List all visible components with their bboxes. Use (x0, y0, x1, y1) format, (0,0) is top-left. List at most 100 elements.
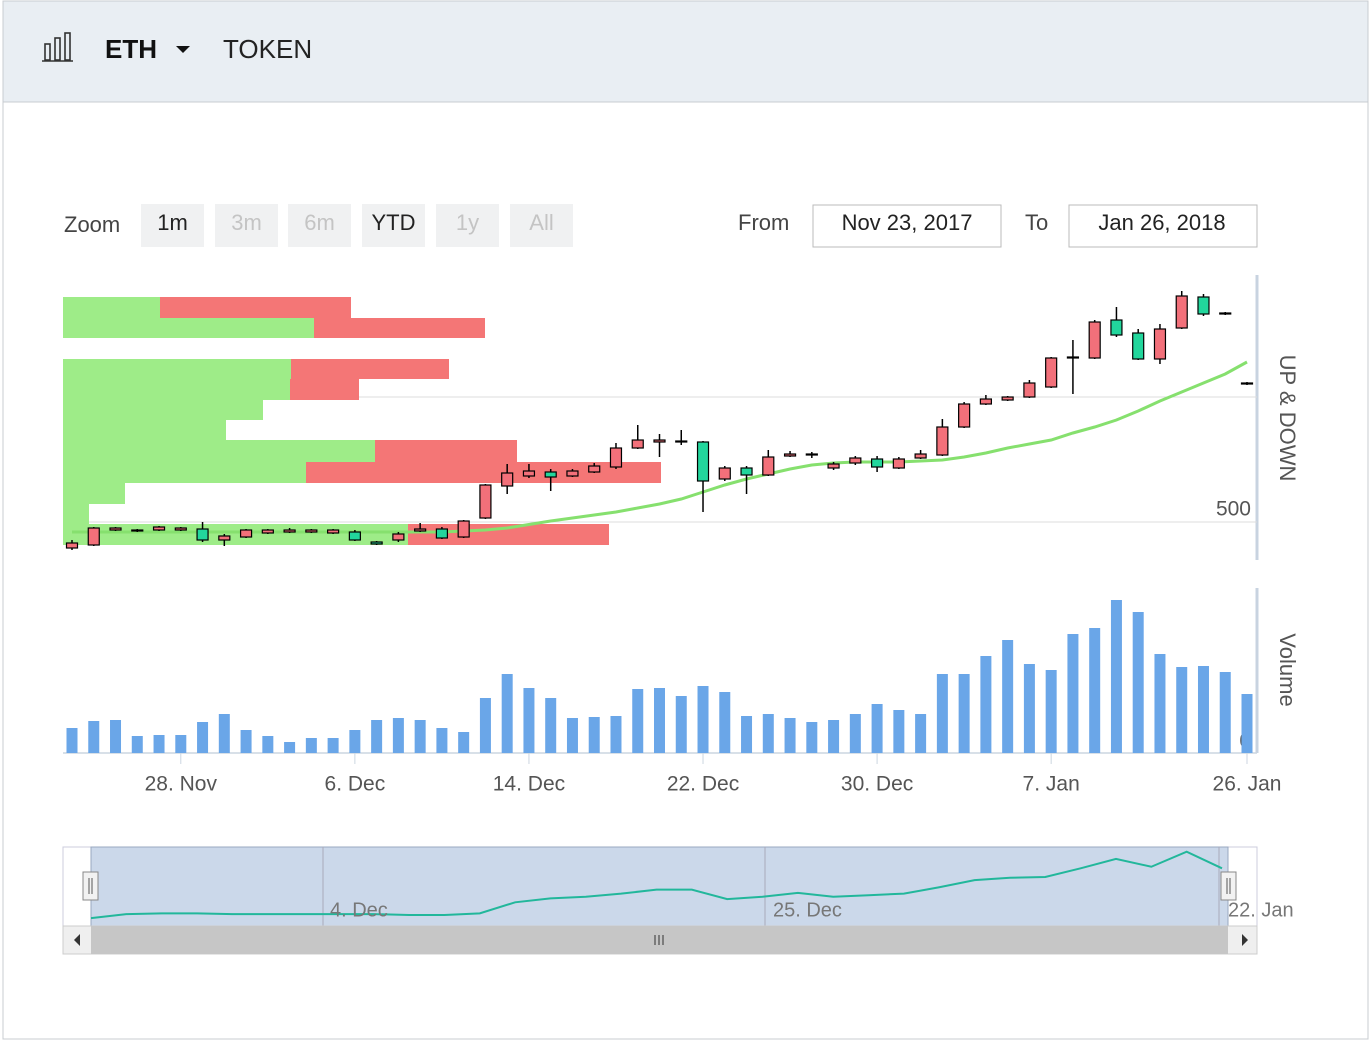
navigator-label: 25. Dec (773, 899, 842, 921)
volume-bar (806, 722, 818, 753)
navigator-handle[interactable] (82, 871, 99, 901)
navigator-label: 4. Dec (330, 899, 388, 921)
header-bar (2, 0, 1369, 103)
volume-bar (632, 689, 644, 753)
volume-bar (871, 704, 883, 753)
zoom-button (215, 204, 278, 247)
vbp-up (63, 420, 226, 440)
subtitle: TOKEN (223, 34, 312, 64)
volume-bar (915, 714, 927, 753)
dropdown-caret[interactable] (176, 46, 190, 53)
candle-body (283, 529, 296, 533)
zoom-button (288, 204, 351, 247)
volume-bar (1110, 600, 1122, 753)
zoom-button-label[interactable]: 1m (157, 210, 188, 235)
zoom-button-label[interactable]: YTD (372, 210, 416, 235)
candle-body (805, 453, 818, 456)
volume-bar (654, 688, 665, 753)
volume-bar (849, 714, 861, 753)
zoom-button-label: All (529, 210, 553, 235)
to-input[interactable] (1068, 204, 1258, 248)
volume-bar (1045, 670, 1057, 753)
candle-body (392, 533, 405, 541)
candle-body (435, 528, 449, 539)
volume-bar (566, 718, 578, 753)
volume-bar (88, 721, 100, 753)
candle-body (1240, 382, 1254, 385)
candle-body (849, 457, 862, 464)
candle-body (566, 470, 579, 477)
candle-body (653, 439, 666, 443)
volume-bar (741, 716, 753, 753)
to-value[interactable]: Jan 26, 2018 (1098, 210, 1225, 235)
volume-bar (675, 696, 687, 753)
candle-body (239, 529, 253, 538)
candle-body (740, 467, 753, 476)
zoom-button[interactable] (362, 204, 425, 247)
volume-bar (784, 718, 796, 753)
candle-body (174, 527, 187, 531)
candle-body (109, 527, 122, 531)
volume-bar (197, 722, 209, 753)
volume-bar (1197, 666, 1209, 753)
volume-bar (958, 674, 970, 753)
candle-body (609, 447, 623, 468)
volume-bar (153, 735, 165, 753)
navigator[interactable]: 4. Dec 25. Dec 22. Jan (62, 846, 1294, 955)
navigator-handle[interactable] (1220, 871, 1237, 901)
volume-bar (414, 720, 426, 753)
zoom-button-label: 6m (304, 210, 335, 235)
vbp-down (314, 318, 485, 338)
chart-icon[interactable] (42, 32, 73, 62)
volume-bar (1089, 628, 1101, 753)
candle-body (327, 529, 340, 534)
x-tick-label: 28. Nov (145, 773, 218, 796)
candle-body (675, 440, 688, 443)
x-tick-label: 22. Dec (667, 773, 739, 796)
volume-bar (1154, 654, 1166, 753)
symbol[interactable]: ETH (105, 34, 157, 64)
navigator-label: 22. Jan (1228, 899, 1294, 921)
from-value[interactable]: Nov 23, 2017 (842, 210, 973, 235)
volume-bar (175, 735, 187, 753)
vbp-down (291, 359, 449, 379)
vbp-down (375, 440, 517, 462)
candle-body (501, 472, 514, 487)
from-input[interactable] (812, 204, 1002, 248)
volume-bar (1219, 672, 1231, 753)
vbp-up (63, 318, 314, 338)
candle-body (1088, 321, 1101, 359)
zoom-label: Zoom (64, 212, 120, 237)
zoom-button-label: 3m (231, 210, 262, 235)
candle-body (1197, 296, 1210, 315)
scroll-grip[interactable] (654, 935, 664, 945)
candle-body (870, 458, 884, 468)
volume-bar (610, 716, 622, 753)
zoom-button[interactable] (141, 204, 204, 247)
candle-body (65, 542, 79, 549)
volume-bar (371, 720, 383, 753)
vbp-up (63, 379, 290, 400)
volume-bar (392, 718, 404, 753)
candle-body (1023, 382, 1036, 398)
volume-bar (131, 736, 143, 753)
scroll-right[interactable] (1242, 934, 1248, 946)
vbp-down (160, 297, 351, 318)
candle-body (936, 426, 949, 456)
scroll-left[interactable] (74, 934, 80, 946)
candle-body (522, 470, 536, 477)
candle-body (1132, 332, 1145, 360)
zoom-button-label: 1y (456, 210, 479, 235)
to-label: To (1025, 210, 1048, 235)
volume-bar (436, 728, 448, 753)
volume-bar (697, 686, 709, 753)
navigator-line (90, 850, 1223, 920)
candle-body (718, 467, 731, 480)
candle-body (1001, 396, 1014, 401)
candle-body (958, 403, 971, 428)
vbp-down (290, 379, 359, 400)
candle-body (196, 528, 209, 541)
candle-body (348, 531, 361, 541)
volume-bar (762, 714, 774, 753)
x-tick-label: 14. Dec (493, 773, 565, 796)
